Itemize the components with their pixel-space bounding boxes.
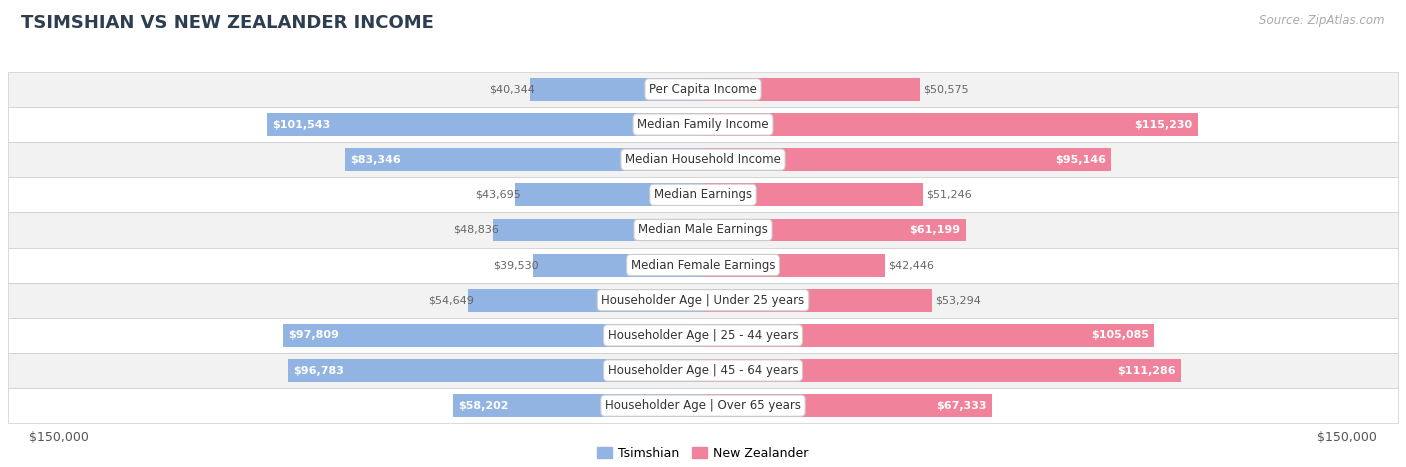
Bar: [703, 184, 922, 206]
Bar: [267, 113, 703, 136]
Text: Median Female Earnings: Median Female Earnings: [631, 259, 775, 272]
Bar: [703, 113, 1198, 136]
Bar: [7, 107, 1399, 142]
Bar: [7, 142, 1399, 177]
Bar: [516, 184, 703, 206]
Text: $51,246: $51,246: [927, 190, 972, 200]
Bar: [7, 177, 1399, 212]
Text: $40,344: $40,344: [489, 85, 534, 94]
Text: Median Household Income: Median Household Income: [626, 153, 780, 166]
Text: Householder Age | 45 - 64 years: Householder Age | 45 - 64 years: [607, 364, 799, 377]
Text: $83,346: $83,346: [350, 155, 401, 165]
Bar: [703, 254, 886, 276]
Text: Median Male Earnings: Median Male Earnings: [638, 223, 768, 236]
Bar: [7, 388, 1399, 423]
Text: $48,836: $48,836: [453, 225, 499, 235]
Text: $95,146: $95,146: [1056, 155, 1107, 165]
Text: $39,530: $39,530: [494, 260, 538, 270]
Text: $58,202: $58,202: [458, 401, 509, 410]
Text: $50,575: $50,575: [924, 85, 969, 94]
Bar: [346, 148, 703, 171]
Text: $53,294: $53,294: [935, 295, 981, 305]
Bar: [703, 219, 966, 241]
Text: Per Capita Income: Per Capita Income: [650, 83, 756, 96]
Bar: [283, 324, 703, 347]
Bar: [703, 289, 932, 311]
Bar: [7, 353, 1399, 388]
Bar: [494, 219, 703, 241]
Bar: [703, 78, 920, 101]
Bar: [7, 248, 1399, 283]
Bar: [533, 254, 703, 276]
Bar: [468, 289, 703, 311]
Bar: [703, 148, 1111, 171]
Bar: [703, 394, 993, 417]
Text: $43,695: $43,695: [475, 190, 520, 200]
Bar: [288, 359, 703, 382]
Text: Householder Age | Under 25 years: Householder Age | Under 25 years: [602, 294, 804, 307]
Bar: [7, 283, 1399, 318]
Text: $54,649: $54,649: [427, 295, 474, 305]
Text: $115,230: $115,230: [1135, 120, 1192, 129]
Text: $101,543: $101,543: [273, 120, 330, 129]
Bar: [703, 359, 1181, 382]
Text: $96,783: $96,783: [292, 366, 343, 375]
Text: Median Earnings: Median Earnings: [654, 188, 752, 201]
Bar: [703, 324, 1154, 347]
Legend: Tsimshian, New Zealander: Tsimshian, New Zealander: [592, 442, 814, 465]
Bar: [7, 72, 1399, 107]
Text: Householder Age | Over 65 years: Householder Age | Over 65 years: [605, 399, 801, 412]
Text: $97,809: $97,809: [288, 330, 339, 340]
Text: $42,446: $42,446: [889, 260, 935, 270]
Bar: [7, 212, 1399, 248]
Text: $105,085: $105,085: [1091, 330, 1149, 340]
Bar: [453, 394, 703, 417]
Text: Householder Age | 25 - 44 years: Householder Age | 25 - 44 years: [607, 329, 799, 342]
Text: Median Family Income: Median Family Income: [637, 118, 769, 131]
Text: $61,199: $61,199: [910, 225, 960, 235]
Text: Source: ZipAtlas.com: Source: ZipAtlas.com: [1260, 14, 1385, 27]
Bar: [7, 318, 1399, 353]
Text: $111,286: $111,286: [1116, 366, 1175, 375]
Bar: [530, 78, 703, 101]
Text: $67,333: $67,333: [936, 401, 987, 410]
Text: TSIMSHIAN VS NEW ZEALANDER INCOME: TSIMSHIAN VS NEW ZEALANDER INCOME: [21, 14, 434, 32]
